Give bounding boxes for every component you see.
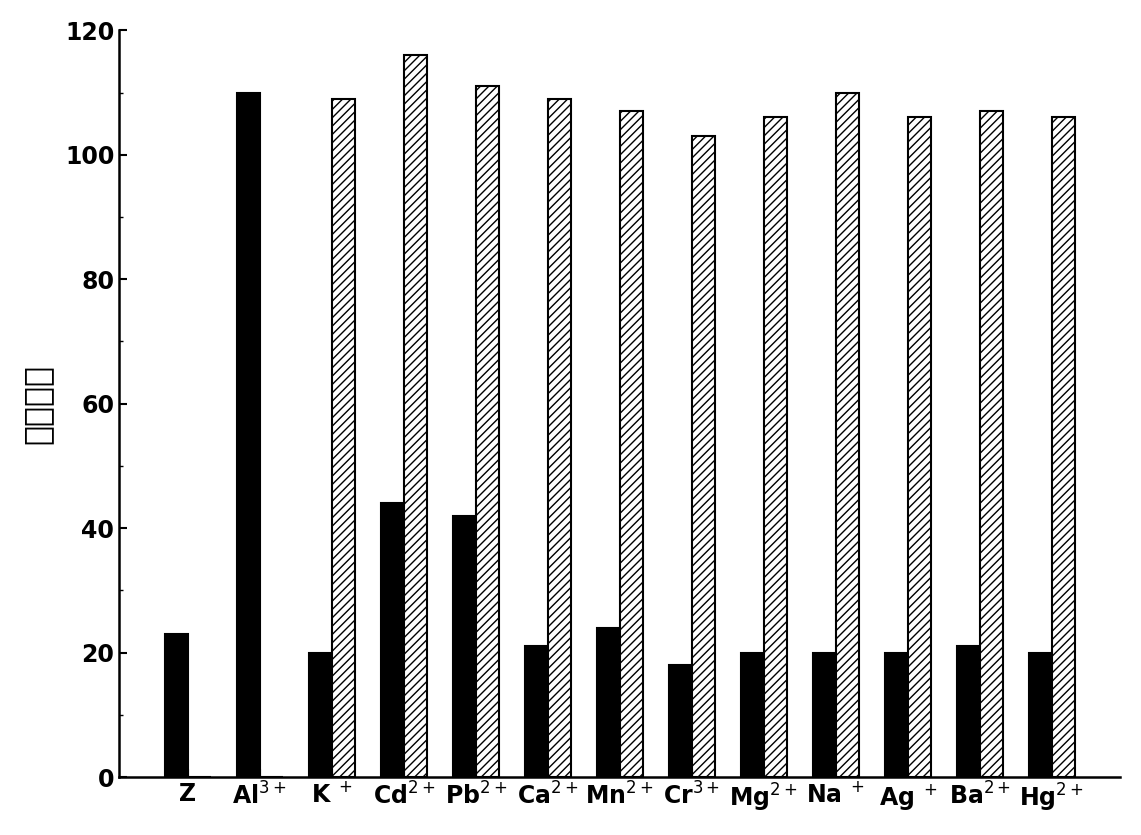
- Bar: [741, 653, 763, 777]
- Bar: [620, 111, 642, 777]
- Bar: [1052, 118, 1075, 777]
- Bar: [309, 653, 332, 777]
- Bar: [669, 665, 691, 777]
- Bar: [476, 86, 499, 777]
- Bar: [404, 55, 427, 777]
- Bar: [597, 628, 620, 777]
- Bar: [453, 516, 476, 777]
- Bar: [812, 653, 835, 777]
- Bar: [763, 118, 786, 777]
- Bar: [907, 118, 931, 777]
- Bar: [956, 646, 980, 777]
- Bar: [525, 646, 548, 777]
- Bar: [164, 634, 188, 777]
- Bar: [691, 136, 714, 777]
- Bar: [332, 99, 355, 777]
- Y-axis label: 荧光强度: 荧光强度: [21, 364, 54, 443]
- Bar: [1028, 653, 1052, 777]
- Bar: [548, 99, 570, 777]
- Bar: [884, 653, 907, 777]
- Bar: [381, 504, 404, 777]
- Bar: [980, 111, 1003, 777]
- Bar: [835, 93, 859, 777]
- Bar: [236, 93, 260, 777]
